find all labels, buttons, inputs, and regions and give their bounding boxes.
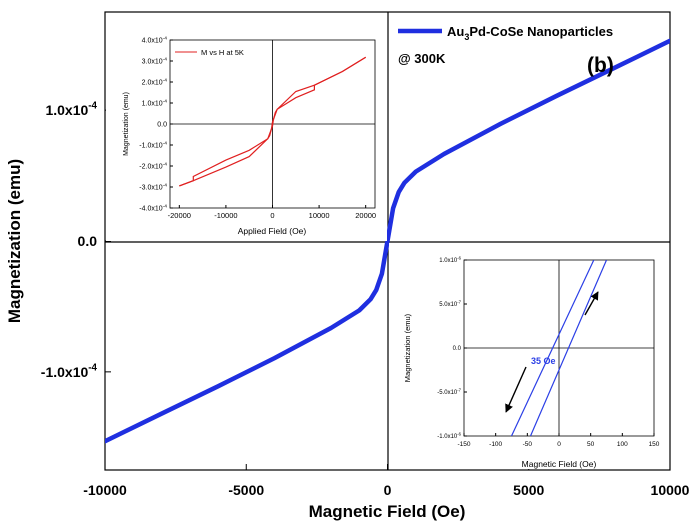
main-x-tick-label: 10000 xyxy=(651,482,690,498)
inset-zoom-y-tick-label: 1.0x10-6 xyxy=(439,255,461,264)
inset-zoom-plot: -150 -100 -50 0 50 100 150 -1.0x10-6 -5.0x10-7 0… xyxy=(389,243,669,469)
inset-zoom-x-tick-label: -150 xyxy=(457,441,470,448)
inset-5k-x-tick-label: 20000 xyxy=(355,211,376,220)
main-legend: Au3Pd-CoSe Nanoparticles xyxy=(398,24,613,42)
main-y-ticks: -1.0x10-4 0.0 1.0x10-4 xyxy=(41,101,111,380)
inset-zoom-y-axis-label: Magnetization (emu) xyxy=(403,313,412,382)
panel-label: (b) xyxy=(587,54,614,77)
inset-zoom-series-branch xyxy=(510,260,595,436)
inset-5k-y-tick-label: -2.0x10-4 xyxy=(139,161,167,170)
inset-5k-x-ticks: -20000 -10000 0 10000 20000 xyxy=(168,205,376,220)
inset-5k-x-tick-label: -20000 xyxy=(168,211,191,220)
increasing-field-arrow xyxy=(584,291,599,316)
main-plot: -10000 -5000 0 5000 10000 -1.0x10-40.01.0x10… xyxy=(5,11,690,521)
main-x-axis-label: Magnetic Field (Oe) xyxy=(309,502,466,521)
inset-zoom-x-tick-label: -100 xyxy=(489,441,502,448)
inset-5k-series-branch xyxy=(179,56,367,187)
main-x-ticks: -10000 -5000 0 5000 10000 xyxy=(83,464,690,498)
inset-5k-y-axis-label: Magnetization (emu) xyxy=(123,92,130,156)
main-y-axis-label: Magnetization (emu) xyxy=(5,159,24,323)
main-x-tick-label: 0 xyxy=(384,482,392,498)
temperature-annotation: @ 300K xyxy=(398,51,446,66)
inset-5k-plot: -20000 -10000 0 10000 20000 -4.0x10-4 -3.0x10… xyxy=(106,13,387,241)
main-x-tick-label: 5000 xyxy=(513,482,544,498)
inset-zoom-x-tick-label: 100 xyxy=(617,441,628,448)
inset-5k-y-tick-label: 0.0 xyxy=(157,121,167,128)
main-y-tick-label: 0.0 xyxy=(78,233,98,249)
inset-5k-x-axis-label: Applied Field (Oe) xyxy=(238,226,307,236)
main-series-line xyxy=(105,38,670,444)
inset-5k-y-tick-label: -4.0x10-4 xyxy=(139,203,167,212)
inset-5k-y-tick-label: 1.0x10-4 xyxy=(142,98,168,107)
inset-zoom-background xyxy=(389,243,669,469)
inset-zoom-series xyxy=(510,260,608,436)
inset-zoom-y-tick-label: -1.0x10-6 xyxy=(437,431,461,440)
inset-5k-x-tick-label: 10000 xyxy=(309,211,330,220)
inset-5k-y-ticks: -4.0x10-4 -3.0x10-4 -2.0x10-4 -1.0x10-4 0.0 1… xyxy=(139,35,173,212)
inset-zoom-x-tick-label: 0 xyxy=(557,441,561,448)
inset-5k-x-tick-label: -10000 xyxy=(214,211,237,220)
inset-zoom-y-tick-label: 5.0x10-7 xyxy=(439,299,461,308)
inset-zoom-x-tick-label: -50 xyxy=(523,441,533,448)
inset-zoom-x-axis-label: Magnetic Field (Oe) xyxy=(522,459,597,469)
inset-5k-y-tick-label: 4.0x10-4 xyxy=(142,35,168,44)
inset-5k-y-tick-label: -1.0x10-4 xyxy=(139,140,167,149)
inset-zoom-y-ticks: -1.0x10-6 -5.0x10-7 0.0 5.0x10-7 1.0x10-6 xyxy=(437,255,467,440)
coercivity-annotation: 35 Oe xyxy=(531,356,556,366)
inset-5k-series xyxy=(179,56,367,187)
main-x-tick-label: -10000 xyxy=(83,482,127,498)
inset-5k-y-tick-label: 2.0x10-4 xyxy=(142,77,168,86)
inset-zoom-x-ticks: -150 -100 -50 0 50 100 150 xyxy=(457,433,660,448)
inset-zoom-series-branch xyxy=(529,260,608,436)
main-y-tick-label: 1.0x10-4 xyxy=(45,101,97,118)
inset-5k-y-tick-label: -3.0x10-4 xyxy=(139,182,167,191)
inset-5k-legend-label: M vs H at 5K xyxy=(201,48,244,57)
inset-5k-y-tick-label: 3.0x10-4 xyxy=(142,56,168,65)
inset-zoom-y-tick-label: 0.0 xyxy=(453,346,462,352)
main-x-tick-label: -5000 xyxy=(228,482,264,498)
inset-5k-x-tick-label: 0 xyxy=(270,211,274,220)
main-y-tick-label: -1.0x10-4 xyxy=(41,362,98,379)
inset-zoom-y-tick-label: -5.0x10-7 xyxy=(437,387,461,396)
inset-zoom-x-tick-label: 150 xyxy=(649,441,660,448)
main-legend-label: Au3Pd-CoSe Nanoparticles xyxy=(447,24,613,42)
decreasing-field-arrow xyxy=(505,366,527,413)
inset-5k-background xyxy=(106,13,387,241)
inset-zoom-x-tick-label: 50 xyxy=(587,441,595,448)
inset-5k-legend: M vs H at 5K xyxy=(175,48,244,57)
